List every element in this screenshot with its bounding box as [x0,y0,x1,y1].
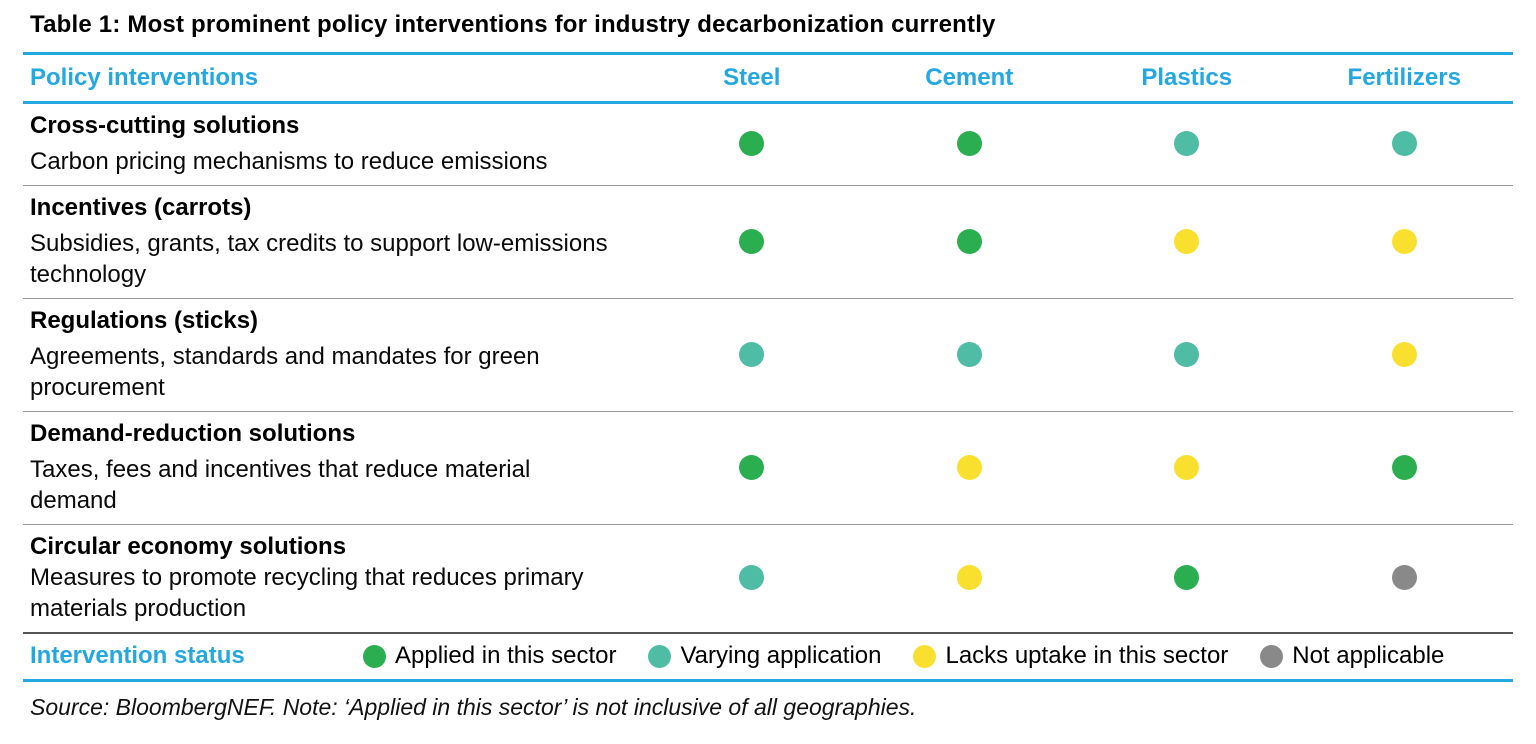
legend-dot-varying [648,644,672,668]
status-dot [739,131,765,156]
row-description: Subsidies, grants, tax credits to suppor… [30,230,608,288]
legend-dot-lacks-uptake [913,644,937,668]
status-cell-steel [643,228,861,254]
status-dot [1391,454,1417,480]
status-cell-cement [861,341,1079,367]
table-row-circular-economy: Circular economy solutions Measures to p… [23,525,1513,634]
status-dot [1174,228,1200,254]
status-dot [1174,341,1200,367]
table-row-cross-cutting: Cross-cutting solutions Carbon pricing m… [23,104,1513,186]
legend-item-lacks-uptake: Lacks uptake in this sector [913,642,1228,670]
status-cell-fertilizers [1296,565,1514,590]
row-heading: Cross-cutting solutions [30,112,300,139]
status-dot [1391,565,1417,590]
legend-item-applied: Applied in this sector [363,642,616,670]
legend-title: Intervention status [30,642,245,669]
status-dot [1174,565,1200,590]
status-cell-cement [861,454,1079,480]
status-dot [1391,228,1417,254]
status-cell-plastics [1078,228,1296,254]
source-note: Source: BloombergNEF. Note: ‘Applied in … [30,694,917,720]
status-dot [956,454,982,480]
status-cell-plastics [1078,565,1296,590]
table-row-regulations: Regulations (sticks) Agreements, standar… [23,299,1513,412]
status-cell-fertilizers [1296,228,1514,254]
row-description: Agreements, standards and mandates for g… [30,343,540,401]
status-dot [956,131,982,156]
status-dot [956,565,982,590]
table-title: Table 1: Most prominent policy intervent… [30,11,996,38]
row-description: Taxes, fees and incentives that reduce m… [30,456,531,514]
status-dot [739,228,765,254]
row-description: Carbon pricing mechanisms to reduce emis… [30,148,548,175]
column-header-cement: Cement [925,64,1014,91]
legend-dot-not-applicable [1260,644,1284,668]
status-dot [1391,131,1417,156]
status-cell-fertilizers [1296,341,1514,367]
status-dot [1174,131,1200,156]
status-dot [739,341,765,367]
status-cell-steel [643,454,861,480]
column-header-fertilizers: Fertilizers [1347,64,1461,91]
row-heading: Demand-reduction solutions [30,420,356,447]
table-row-incentives: Incentives (carrots) Subsidies, grants, … [23,186,1513,299]
row-heading: Regulations (sticks) [30,307,259,334]
table-header-row: Policy interventions Steel Cement Plasti… [23,52,1513,104]
row-heading: Incentives (carrots) [30,194,252,221]
row-description: Measures to promote recycling that reduc… [30,564,584,622]
legend-items: Applied in this sector Varying applicati… [363,642,1444,670]
column-header-plastics: Plastics [1141,64,1233,91]
status-cell-cement [861,131,1079,156]
status-cell-plastics [1078,131,1296,156]
legend-item-label: Not applicable [1292,642,1445,669]
status-cell-fertilizers [1296,131,1514,156]
status-cell-plastics [1078,454,1296,480]
status-dot [956,228,982,254]
status-dot [1174,454,1200,480]
status-cell-cement [861,565,1079,590]
status-cell-steel [643,131,861,156]
status-cell-steel [643,565,861,590]
status-cell-steel [643,341,861,367]
status-cell-plastics [1078,341,1296,367]
column-header-steel: Steel [723,64,781,91]
column-header-policy-interventions: Policy interventions [30,64,259,91]
legend-dot-applied [363,644,386,668]
legend: Intervention status Applied in this sect… [23,634,1513,682]
status-cell-fertilizers [1296,454,1514,480]
status-dot [739,565,765,590]
legend-item-label: Lacks uptake in this sector [945,642,1229,669]
status-dot [956,341,982,367]
legend-item-label: Varying application [680,642,882,669]
legend-item-varying: Varying application [648,642,881,670]
row-heading: Circular economy solutions [30,533,347,560]
status-dot [1391,341,1417,367]
legend-item-label: Applied in this sector [395,642,617,669]
legend-item-not-applicable: Not applicable [1260,642,1444,670]
status-dot [739,454,765,480]
status-cell-cement [861,228,1079,254]
table-row-demand-reduction: Demand-reduction solutions Taxes, fees a… [23,412,1513,525]
